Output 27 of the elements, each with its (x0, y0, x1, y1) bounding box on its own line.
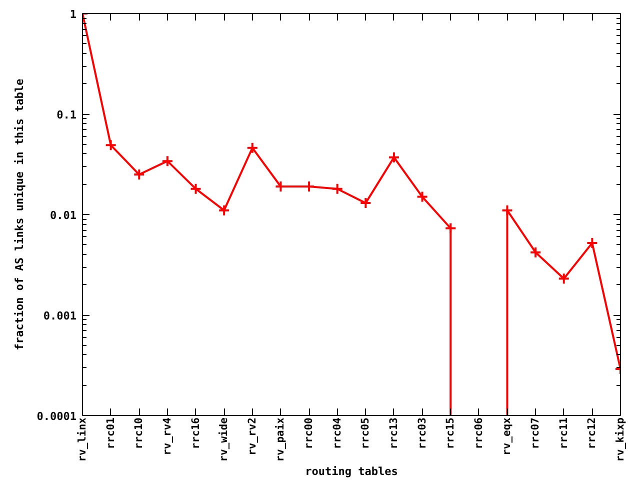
x-tick-label: rrc12 (586, 418, 598, 450)
x-tick-label: rrc16 (190, 418, 202, 450)
y-tick-label: 1 (70, 8, 77, 21)
x-tick-label: rrc10 (133, 418, 146, 450)
x-tick-label: rrc15 (444, 418, 457, 450)
x-tick-label: rv_rv4 (161, 417, 174, 456)
x-tick-label: rrc07 (530, 418, 542, 450)
x-tick-label: rv_rv2 (246, 417, 258, 456)
x-tick-label: rrc13 (388, 418, 400, 450)
x-axis-title: routing tables (305, 464, 398, 478)
y-tick-label: 0.01 (50, 209, 77, 222)
x-tick-label: rrc06 (472, 418, 485, 450)
x-tick-label: rv_paix (274, 416, 287, 462)
x-tick-label: rv_eqx (501, 416, 514, 456)
x-tick-label: rrc03 (416, 418, 428, 450)
x-tick-label: rrc04 (331, 418, 344, 450)
y-axis-title: fraction of AS links unique in this table (12, 78, 26, 350)
x-tick-label: rv_wide (218, 417, 230, 462)
x-tick-label: rv_linx (76, 416, 88, 462)
x-tick-label: rv_kixp (614, 417, 626, 462)
x-tick-label: rrc01 (104, 418, 117, 450)
x-tick-label: rrc11 (558, 418, 570, 450)
x-tick-label: rrc05 (360, 418, 372, 450)
y-tick-label: 0.001 (43, 310, 77, 322)
y-tick-label: 0.0001 (36, 410, 77, 423)
x-tick-label: rrc00 (303, 418, 316, 450)
y-tick-label: 0.1 (56, 108, 77, 122)
